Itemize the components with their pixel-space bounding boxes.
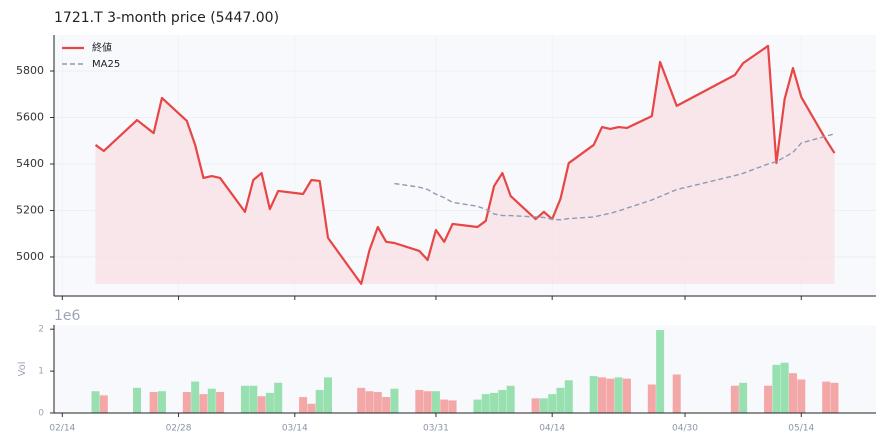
x-tick-label: 03/31	[423, 424, 449, 434]
y-tick-label: 2	[38, 325, 44, 335]
volume-bar	[490, 392, 499, 413]
volume-bar	[199, 394, 208, 413]
volume-bar	[249, 385, 258, 413]
volume-bar	[448, 400, 457, 413]
volume-bar	[182, 392, 191, 413]
volume-bar	[149, 392, 158, 413]
volume-bar	[598, 377, 606, 413]
x-tick-label: 04/30	[672, 424, 698, 434]
volume-bar	[797, 379, 806, 413]
volume-bar	[672, 374, 681, 413]
volume-bar	[556, 387, 565, 413]
volume-bar	[315, 389, 324, 413]
volume-bar	[647, 384, 656, 413]
volume-bar	[730, 385, 739, 413]
volume-bar	[506, 385, 515, 413]
volume-bar	[656, 330, 665, 413]
x-tick-label: 04/14	[539, 424, 565, 434]
volume-bar	[564, 380, 573, 413]
volume-bar	[240, 385, 249, 413]
volume-bar	[440, 399, 449, 413]
volume-bar	[382, 397, 391, 413]
volume-bar	[357, 387, 366, 413]
volume-bar	[365, 391, 374, 413]
series-line	[94, 44, 836, 286]
volume-bar	[99, 395, 108, 413]
volume-bar	[772, 364, 781, 413]
volume-bar	[548, 394, 557, 413]
x-tick-label: 03/14	[282, 424, 308, 434]
chart-title: 1721.T 3-month price (5447.00)	[54, 10, 279, 26]
volume-bar	[133, 387, 142, 413]
volume-bar	[91, 391, 100, 413]
volume-bar	[415, 389, 424, 413]
volume-bar	[431, 391, 440, 413]
axis-offset: 1e6	[54, 308, 81, 324]
volume-bar	[481, 394, 490, 413]
x-tick-label: 02/14	[49, 424, 75, 434]
volume-bar	[191, 381, 200, 413]
y-tick-label: 5400	[16, 157, 44, 170]
volume-bar	[531, 398, 540, 413]
volume-bar	[207, 388, 216, 413]
volume-bar	[373, 392, 382, 413]
volume-bar	[324, 377, 332, 413]
volume-bar	[606, 378, 615, 413]
y-axis-label: Vol	[17, 362, 28, 377]
price-area	[95, 45, 835, 284]
volume-bar	[257, 396, 266, 413]
plot-background	[54, 325, 876, 413]
y-tick-label: 5000	[16, 250, 44, 263]
volume-bar	[216, 392, 225, 413]
volume-bar	[423, 391, 432, 413]
volume-bar	[498, 389, 507, 413]
y-tick-label: 1	[38, 367, 44, 377]
y-tick-label: 5800	[16, 64, 44, 77]
volume-bar	[539, 398, 548, 413]
volume-bar	[764, 385, 773, 413]
y-tick-label: 0	[38, 409, 44, 419]
volume-bar	[307, 403, 316, 413]
volume-bar	[265, 392, 274, 413]
volume-bar	[299, 397, 308, 413]
legend-label: 終値	[92, 41, 112, 54]
volume-bar	[473, 399, 482, 413]
volume-bar	[614, 377, 623, 413]
series-line	[394, 133, 835, 221]
volume-bar	[274, 382, 283, 413]
legend-label: MA25	[92, 59, 120, 70]
volume-bar	[830, 382, 839, 413]
volume-bar	[822, 381, 831, 413]
y-tick-label: 5200	[16, 203, 44, 216]
x-tick-label: 02/28	[166, 424, 192, 434]
volume-bar	[589, 376, 598, 413]
volume-bar	[390, 388, 399, 413]
volume-bar	[622, 378, 631, 413]
y-tick-label: 5600	[16, 111, 44, 124]
volume-bar	[788, 373, 797, 413]
volume-bar	[780, 362, 789, 413]
volume-bar	[157, 391, 166, 413]
x-tick-label: 05/14	[788, 424, 814, 434]
volume-bar	[739, 382, 748, 413]
